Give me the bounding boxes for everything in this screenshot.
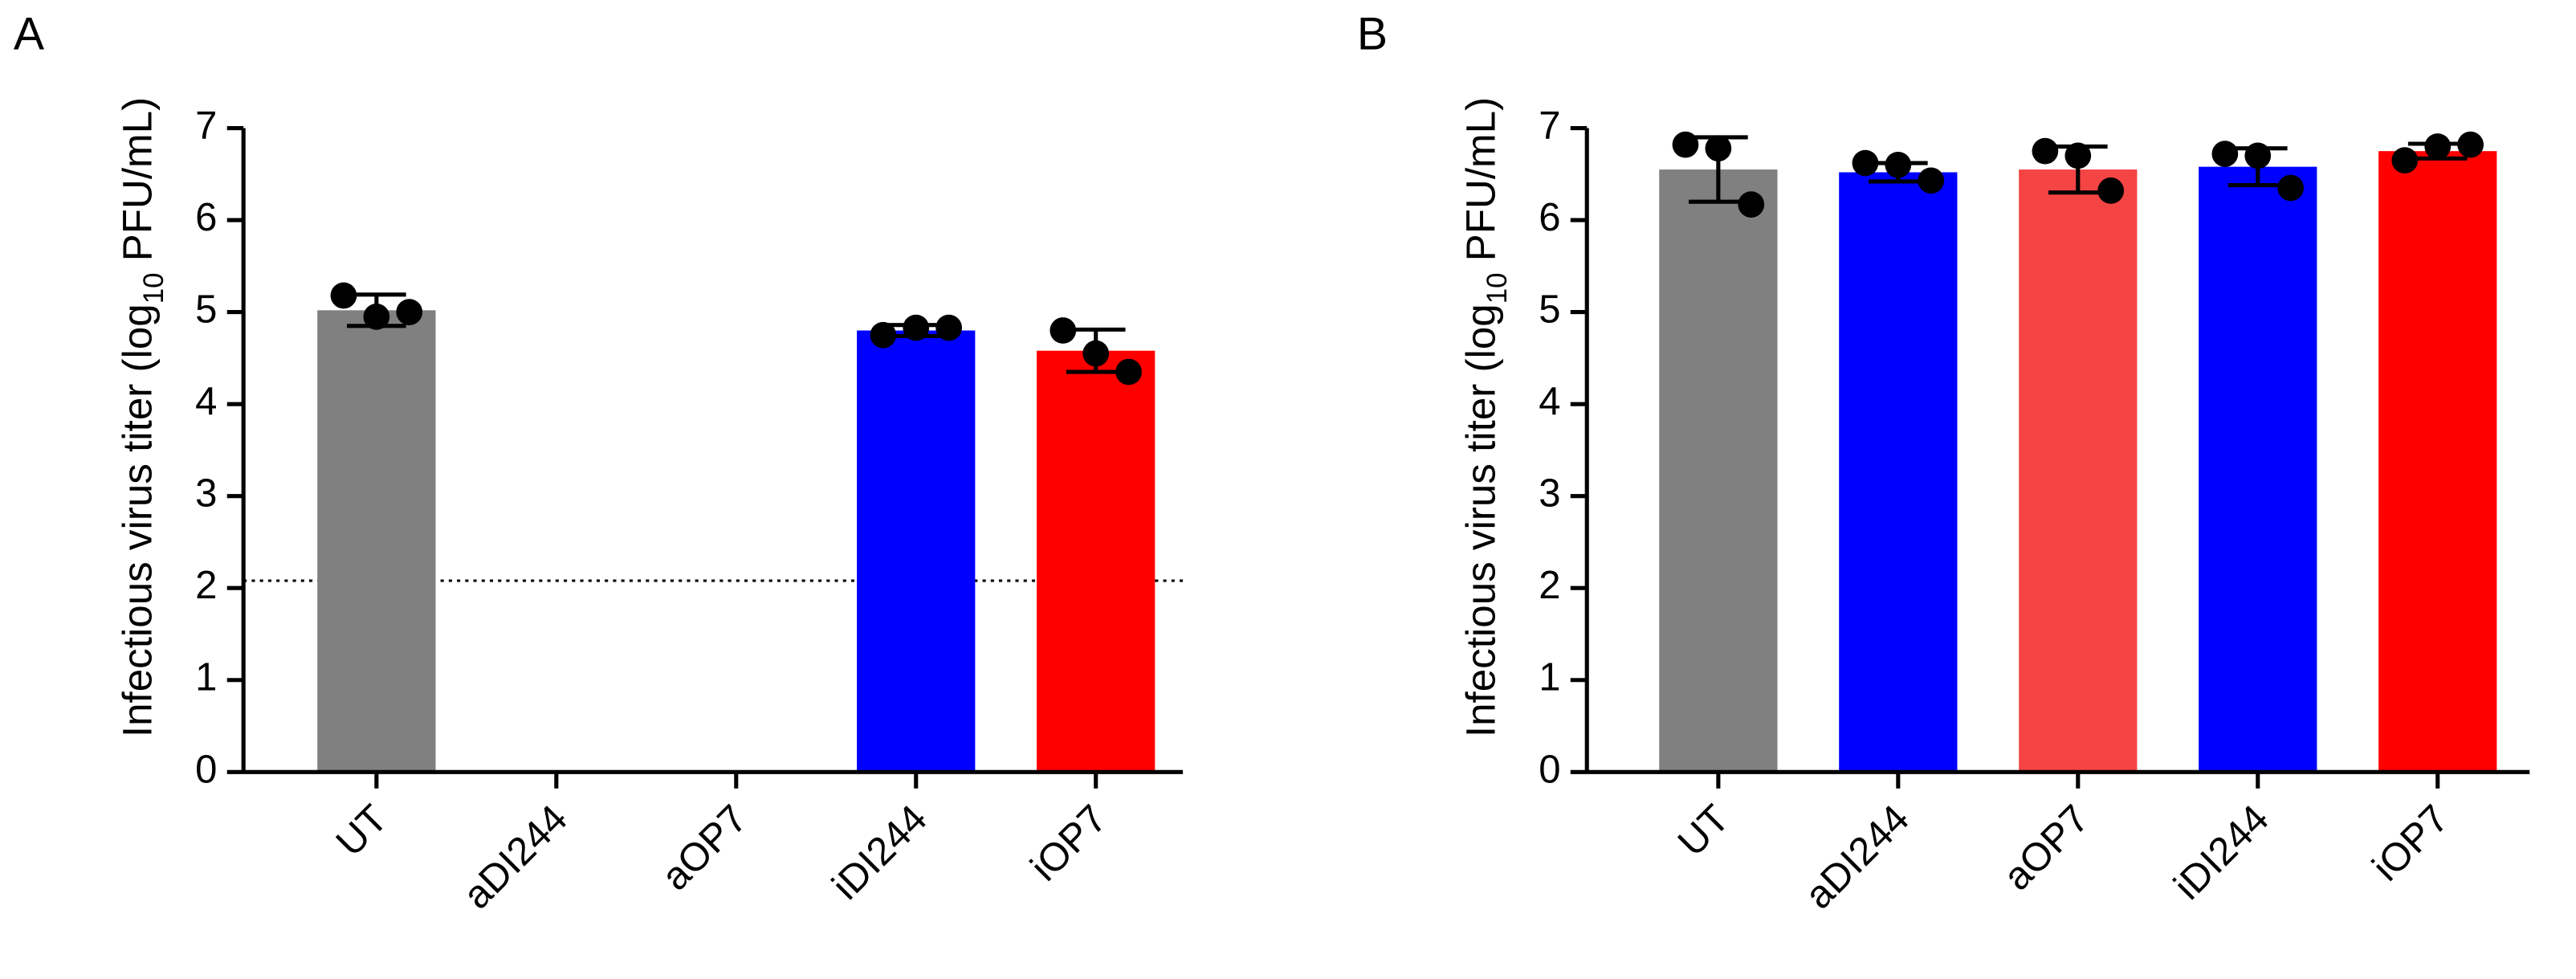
y-tick-label: 2 — [195, 564, 217, 607]
bar — [1037, 350, 1156, 773]
data-point — [2032, 137, 2059, 165]
bar — [1659, 169, 1778, 773]
x-tick-label: aDI244 — [1797, 797, 1918, 917]
x-tick-label: UT — [1670, 797, 1738, 864]
data-point — [1672, 131, 1699, 158]
data-point — [2211, 141, 2239, 167]
data-point — [1852, 149, 1879, 177]
data-point — [2391, 147, 2419, 173]
bar — [1839, 172, 1958, 773]
data-point — [2064, 142, 2092, 169]
y-tick-label: 1 — [1539, 656, 1560, 700]
data-point — [2097, 177, 2125, 204]
x-tick-label: iDI244 — [824, 797, 935, 908]
y-axis-label-main: Infectious virus titer (log — [1458, 304, 1504, 737]
data-point — [1082, 340, 1110, 367]
data-point — [2244, 142, 2272, 169]
x-tick-label: aDI244 — [455, 797, 576, 917]
y-tick-label: 1 — [195, 656, 217, 700]
x-tick-label: iOP7 — [1023, 797, 1115, 889]
data-point — [1885, 151, 1912, 178]
data-point — [396, 299, 423, 325]
data-point — [363, 303, 390, 330]
y-axis-label-main: Infectious virus titer (log — [115, 304, 161, 737]
y-tick-label: 3 — [195, 472, 217, 516]
y-tick-label: 6 — [195, 196, 217, 239]
data-point — [1115, 358, 1142, 385]
y-tick-label: 0 — [1539, 748, 1560, 791]
y-tick-label: 4 — [1539, 380, 1560, 423]
y-axis-label-sub: 10 — [1482, 273, 1513, 304]
data-point — [903, 314, 930, 341]
y-axis-label-end: PFU/mL) — [1458, 97, 1504, 273]
x-tick-label: iDI244 — [2166, 797, 2277, 908]
x-tick-label: aOP7 — [1995, 797, 2097, 899]
y-tick-label: 7 — [1539, 104, 1560, 148]
y-tick-label: 0 — [195, 748, 217, 791]
x-tick-label: aOP7 — [654, 797, 756, 899]
bar — [857, 330, 976, 773]
bar — [2378, 151, 2497, 773]
y-tick-label: 5 — [195, 288, 217, 332]
y-tick-label: 3 — [1539, 472, 1560, 516]
y-tick-label: 5 — [1539, 288, 1560, 332]
x-tick-label: iOP7 — [2365, 797, 2457, 889]
data-point — [1738, 191, 1765, 218]
data-point — [935, 314, 963, 341]
y-tick-label: 7 — [195, 104, 217, 148]
bar — [317, 310, 436, 773]
data-point — [870, 321, 897, 349]
y-tick-label: 4 — [195, 380, 217, 423]
bar — [2019, 169, 2138, 773]
data-point — [1050, 317, 1077, 344]
data-point — [2424, 133, 2452, 160]
data-point — [2457, 131, 2484, 158]
y-tick-label: 2 — [1539, 564, 1560, 607]
panel-label: A — [14, 8, 45, 59]
y-axis-label-sub: 10 — [139, 273, 169, 304]
data-point — [1918, 167, 1945, 194]
y-axis-label: Infectious virus titer (log10 PFU/mL) — [1458, 97, 1513, 737]
y-axis-label-end: PFU/mL) — [115, 97, 161, 273]
data-point — [2277, 174, 2305, 202]
panel-label: B — [1357, 8, 1388, 59]
data-point — [1705, 135, 1732, 162]
y-tick-label: 6 — [1539, 196, 1560, 239]
y-axis-label: Infectious virus titer (log10 PFU/mL) — [115, 97, 169, 737]
x-tick-label: UT — [328, 797, 396, 864]
bar — [2199, 166, 2317, 773]
data-point — [330, 282, 357, 309]
